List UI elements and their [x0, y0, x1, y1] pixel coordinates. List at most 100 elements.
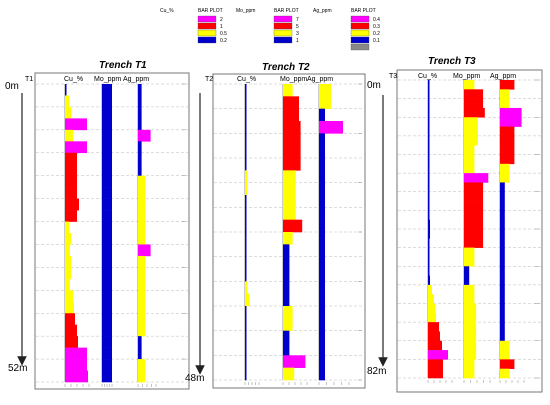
- sample-bar: [102, 324, 112, 337]
- sample-bar: [319, 293, 325, 307]
- sample-bar: [428, 145, 430, 155]
- sample-bar: [138, 347, 142, 360]
- sample-bar: [102, 255, 112, 268]
- sample-bar: [464, 201, 484, 211]
- trench-t1-header-cu: Cu_%: [64, 76, 83, 83]
- trench-t3-tag: T3: [389, 73, 397, 80]
- sample-bar: [464, 163, 475, 174]
- sample-bar: [428, 350, 448, 360]
- sample-bar: [245, 244, 247, 257]
- sample-bar: [464, 145, 475, 155]
- sample-bar: [428, 107, 430, 118]
- sample-bar: [102, 84, 112, 96]
- sample-bar: [65, 175, 77, 188]
- sample-bar: [319, 195, 325, 208]
- sample-bar: [138, 336, 142, 348]
- sample-bar: [283, 195, 296, 208]
- legend-entry-label: 0.2: [373, 31, 380, 37]
- sample-bar: [102, 301, 112, 314]
- legend-swatch: [350, 29, 370, 37]
- sample-bar: [283, 318, 293, 331]
- sample-bar: [428, 275, 430, 286]
- sample-bar: [138, 95, 142, 108]
- sample-bar: [102, 210, 112, 222]
- sample-bar: [245, 108, 247, 122]
- sample-bar: [464, 256, 475, 267]
- legend-swatch: [197, 15, 217, 23]
- trench-t1-title: Trench T1: [99, 60, 147, 71]
- sample-bar: [138, 313, 146, 325]
- sample-bar: [319, 158, 325, 171]
- sample-bar: [428, 154, 430, 165]
- sample-bar: [464, 80, 475, 90]
- sample-bar: [245, 281, 248, 294]
- sample-bar: [245, 343, 247, 356]
- trench-t2-header-mo: Mo_ppm: [280, 76, 307, 83]
- sample-bar: [138, 118, 142, 131]
- trench-t3-bars: [398, 79, 541, 383]
- trench-t2-header-cu: Cu_%: [237, 76, 256, 83]
- sample-bar: [102, 198, 112, 211]
- legend-swatch: [273, 22, 293, 30]
- sample-bar: [464, 126, 478, 137]
- legend-entry-label: 0.5: [220, 31, 227, 37]
- legend-entry-label: 3: [296, 31, 299, 37]
- sample-bar: [102, 244, 112, 257]
- sample-bar: [245, 318, 247, 331]
- sample-bar: [102, 164, 112, 176]
- sample-bar: [138, 164, 142, 176]
- sample-bar: [464, 368, 475, 379]
- trench-t1-tag: T1: [25, 76, 33, 83]
- sample-bar: [283, 207, 296, 220]
- sample-bar: [245, 219, 247, 233]
- sample-bar: [138, 106, 142, 119]
- sample-bar: [319, 108, 325, 122]
- trench-t1-bars: [36, 83, 188, 387]
- sample-bar: [428, 303, 435, 314]
- sample-bar: [464, 312, 477, 323]
- sample-bar: [464, 322, 477, 332]
- sample-bar: [428, 201, 430, 211]
- legend-title: Ag_ppm: [313, 8, 332, 14]
- legend-swatch: [197, 29, 217, 37]
- sample-bar: [65, 336, 78, 348]
- sample-bar: [464, 275, 470, 286]
- sample-bar: [428, 340, 442, 351]
- sample-bar: [283, 108, 299, 122]
- sample-bar: [245, 133, 247, 146]
- trench-t1-top-label: 0m: [5, 81, 19, 92]
- sample-bar: [500, 247, 505, 258]
- sample-bar: [500, 107, 522, 118]
- sample-bar: [102, 106, 112, 119]
- sample-bar: [283, 182, 296, 196]
- sample-bar: [245, 195, 247, 208]
- sample-bar: [283, 158, 301, 171]
- sample-bar: [464, 98, 484, 109]
- legend-entry-label: 2: [220, 17, 223, 23]
- sample-bar: [283, 170, 296, 183]
- sample-bar: [464, 331, 477, 342]
- sample-bar: [102, 336, 112, 348]
- sample-bar: [283, 281, 290, 294]
- sample-bar: [464, 266, 470, 276]
- legend-entry-label: 0.4: [373, 17, 380, 23]
- sample-bar: [65, 187, 77, 199]
- trench-t3-header-ag: Ag_ppm: [490, 73, 516, 80]
- sample-bar: [65, 118, 87, 131]
- sample-bar: [464, 210, 484, 220]
- sample-bar: [102, 278, 112, 291]
- sample-bar: [283, 293, 290, 307]
- sample-bar: [428, 210, 430, 220]
- trench-t2-bars: [214, 83, 364, 385]
- sample-bar: [500, 191, 505, 202]
- trench-t1-frame: [34, 72, 190, 390]
- sample-bar: [464, 359, 475, 369]
- sample-bar: [65, 141, 87, 154]
- sample-bar: [65, 244, 70, 257]
- legend-entry-label: 0.3: [373, 24, 380, 30]
- sample-bar: [102, 347, 112, 360]
- sample-bar: [464, 154, 475, 165]
- legend-swatch: [197, 36, 217, 44]
